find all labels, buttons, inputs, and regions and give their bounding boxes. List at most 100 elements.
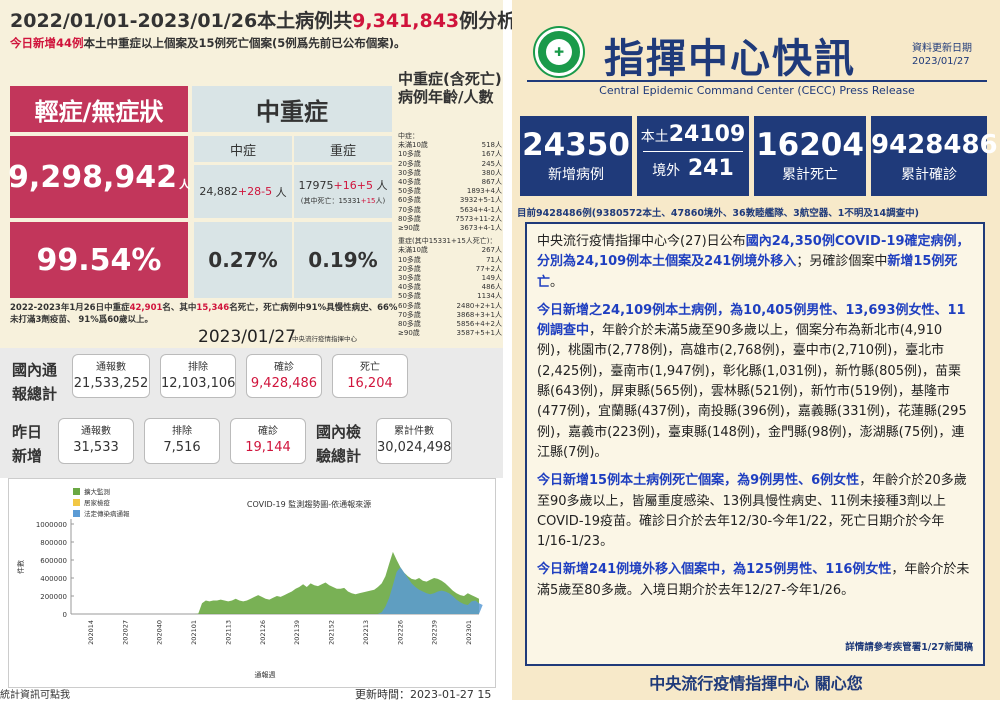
x-tick-label: 202152: [328, 620, 336, 645]
legend-swatch: [73, 488, 80, 495]
legend-swatch: [73, 499, 80, 506]
x-tick-label: 202213: [362, 620, 370, 645]
series-area-0: [71, 551, 479, 614]
stats-link[interactable]: 統計資訊可點我: [0, 690, 70, 701]
deaths-card: 16204 累計死亡: [754, 116, 866, 196]
test-total-box: 累計件數 30,024,498: [376, 418, 452, 464]
age-row: 70多歲 5634+4-1人: [398, 205, 502, 214]
new-cases-card: 24350 新增病例: [520, 116, 632, 196]
y-tick-label: 200000: [40, 593, 67, 601]
age-breakdown: 中症： 未滿10歲 518人 10多歲 167人 20多歲 245人 30多歲 380人 40多…: [398, 132, 502, 338]
paragraph-2: 今日新增之24,109例本土病例，為10,405例男性、13,693例女性、11…: [537, 302, 967, 460]
total-deaths-box: 死亡 16,204: [332, 354, 408, 398]
y-axis-label: 件數: [16, 560, 25, 574]
series-area-2: [71, 567, 483, 614]
paragraph-4: 今日新增241例境外移入個案中，為125例男性、116例女性，年齡介於未滿5歲至…: [537, 562, 970, 598]
age-row: 30多歲 380人: [398, 168, 502, 177]
moderate-percent: 0.27%: [194, 222, 292, 298]
new-label: 昨日 新增: [12, 423, 43, 465]
paragraph-1: 中央流行疫情指揮中心今(27)日公布國內24,350例COVID-19確定病例，…: [537, 234, 970, 290]
new-reports-box: 通報數 31,533: [58, 418, 134, 464]
confirmed-card: 9428486 累計確診: [871, 116, 998, 196]
y-tick-label: 0: [63, 611, 67, 619]
new-confirmed-box: 確診 19,144: [230, 418, 306, 464]
mild-count: 9,298,942 人: [8, 136, 190, 218]
age-row: 70多歲 3868+3+1人: [398, 310, 502, 319]
update-time: 更新時間：2023-01-27 15: [355, 688, 492, 701]
cecc-logo-icon: ✚: [535, 28, 583, 76]
age-row: 60多歲 2480+2+1人: [398, 301, 502, 310]
age-row: ≥90歲 3673+4-1人: [398, 224, 502, 233]
new-excluded-box: 排除 7,516: [144, 418, 220, 464]
signature: 中央流行疫情指揮中心 關心您: [649, 674, 863, 693]
local-imported-card: 本土24109 境外 241: [637, 116, 749, 196]
age-heading: 中重症(含死亡)病例年齡/人數: [398, 70, 502, 106]
age-row: 80多歲 7573+11-2人: [398, 214, 502, 223]
x-tick-label: 202226: [396, 620, 404, 645]
moderate-count: 24,882 +28 -5 人: [194, 165, 292, 218]
cumulative-ticker: 目前9428486例(9380572本土、47860境外、36敦睦艦隊、3航空器…: [517, 208, 919, 219]
age-moderate-title: 中症：: [398, 132, 419, 140]
age-severe-title: 重症(其中15331+15人死亡)：: [398, 237, 497, 246]
severe-sub-label: 重症: [294, 136, 392, 162]
moderate-label: 中症: [194, 136, 292, 162]
legend-swatch: [73, 510, 80, 517]
x-tick-label: 202014: [87, 620, 95, 645]
age-row: 60多歲 3932+5-1人: [398, 196, 502, 205]
age-row: 10多歲 167人: [398, 150, 502, 159]
analysis-title: 2022/01/01-2023/01/26本土病例共9,341,843例分析: [10, 10, 517, 32]
y-tick-label: 1000000: [36, 521, 67, 529]
press-title: 指揮中心快訊: [604, 36, 856, 82]
totals-label: 國內通 報總計: [12, 361, 58, 403]
y-tick-label: 600000: [40, 557, 67, 565]
test-label: 國內檢 驗總計: [316, 423, 362, 465]
x-axis-label: 通報週: [255, 670, 276, 679]
age-row: 80多歲 5856+4+2人: [398, 320, 502, 329]
age-row: 10多歲 71人: [398, 255, 502, 264]
severe-label: 中重症: [192, 86, 392, 132]
press-text-box: 中央流行疫情指揮中心今(27)日公布國內24,350例COVID-19確定病例，…: [525, 222, 985, 666]
surveillance-chart: 1000000 800000 600000 400000 200000 0 件數通報週 COV…: [8, 478, 496, 688]
severe-percent: 0.19%: [294, 222, 392, 298]
paragraph-3: 今日新增15例本土病例死亡個案，為9例男性、6例女性，年齡介於20多歲至90多歲…: [537, 473, 967, 550]
total-confirmed-box: 確診 9,428,486: [246, 354, 322, 398]
x-tick-label: 202040: [156, 620, 164, 645]
age-row: 40多歲 867人: [398, 178, 502, 187]
age-row: 20多歲 245人: [398, 159, 502, 168]
reference-note: 詳情請參考疾管署1/27新聞稿: [845, 641, 973, 653]
legend-label: 居家檢疫: [84, 498, 111, 507]
chart-title: COVID-19 監測趨勢圖-依通報來源: [247, 499, 371, 509]
age-row: ≥90歲 3587+5+1人: [398, 329, 502, 338]
y-tick-label: 800000: [40, 539, 67, 547]
y-tick-label: 400000: [40, 575, 67, 583]
x-tick-label: 202126: [259, 620, 267, 645]
x-tick-label: 202027: [121, 620, 129, 645]
mild-percent: 99.54%: [10, 222, 188, 298]
x-tick-label: 202101: [190, 620, 198, 645]
age-row: 20多歲 77+2人: [398, 264, 502, 273]
age-row: 30多歲 149人: [398, 274, 502, 283]
age-row: 40多歲 486人: [398, 283, 502, 292]
severe-count: 17975+16+5 人 (其中死亡：15331+15人): [294, 165, 392, 218]
age-row: 未滿10歲 518人: [398, 141, 502, 150]
title-divider: [527, 80, 987, 82]
x-tick-label: 202301: [465, 620, 473, 645]
x-tick-label: 202139: [293, 620, 301, 645]
update-date: 資料更新日期 2023/01/27: [912, 43, 972, 67]
mild-label: 輕症/無症狀: [10, 86, 188, 132]
total-excluded-box: 排除 12,103,106: [160, 354, 236, 398]
panel-source: 中央流行疫情指揮中心: [292, 335, 357, 343]
age-row: 50多歲 1893+4人: [398, 187, 502, 196]
analysis-subtitle: 今日新增44例本土中重症以上個案及15例死亡個案(5例爲先前已公布個案)。: [10, 36, 406, 50]
age-row: 未滿10歲 267人: [398, 246, 502, 255]
legend-label: 法定傳染病通報: [84, 509, 130, 518]
total-reports-box: 通報數 21,533,252: [72, 354, 150, 398]
panel-date: 2023/01/27: [198, 327, 296, 347]
age-row: 50多歲 1134人: [398, 292, 502, 301]
legend-label: 擴大監測: [84, 487, 110, 496]
summary-note: 2022-2023年1月26日中重症42,901名、其中15,346名死亡，死亡…: [10, 303, 398, 325]
press-subtitle: Central Epidemic Command Center (CECC) P…: [599, 84, 915, 97]
x-tick-label: 202239: [431, 620, 439, 645]
x-tick-label: 202113: [224, 620, 232, 645]
